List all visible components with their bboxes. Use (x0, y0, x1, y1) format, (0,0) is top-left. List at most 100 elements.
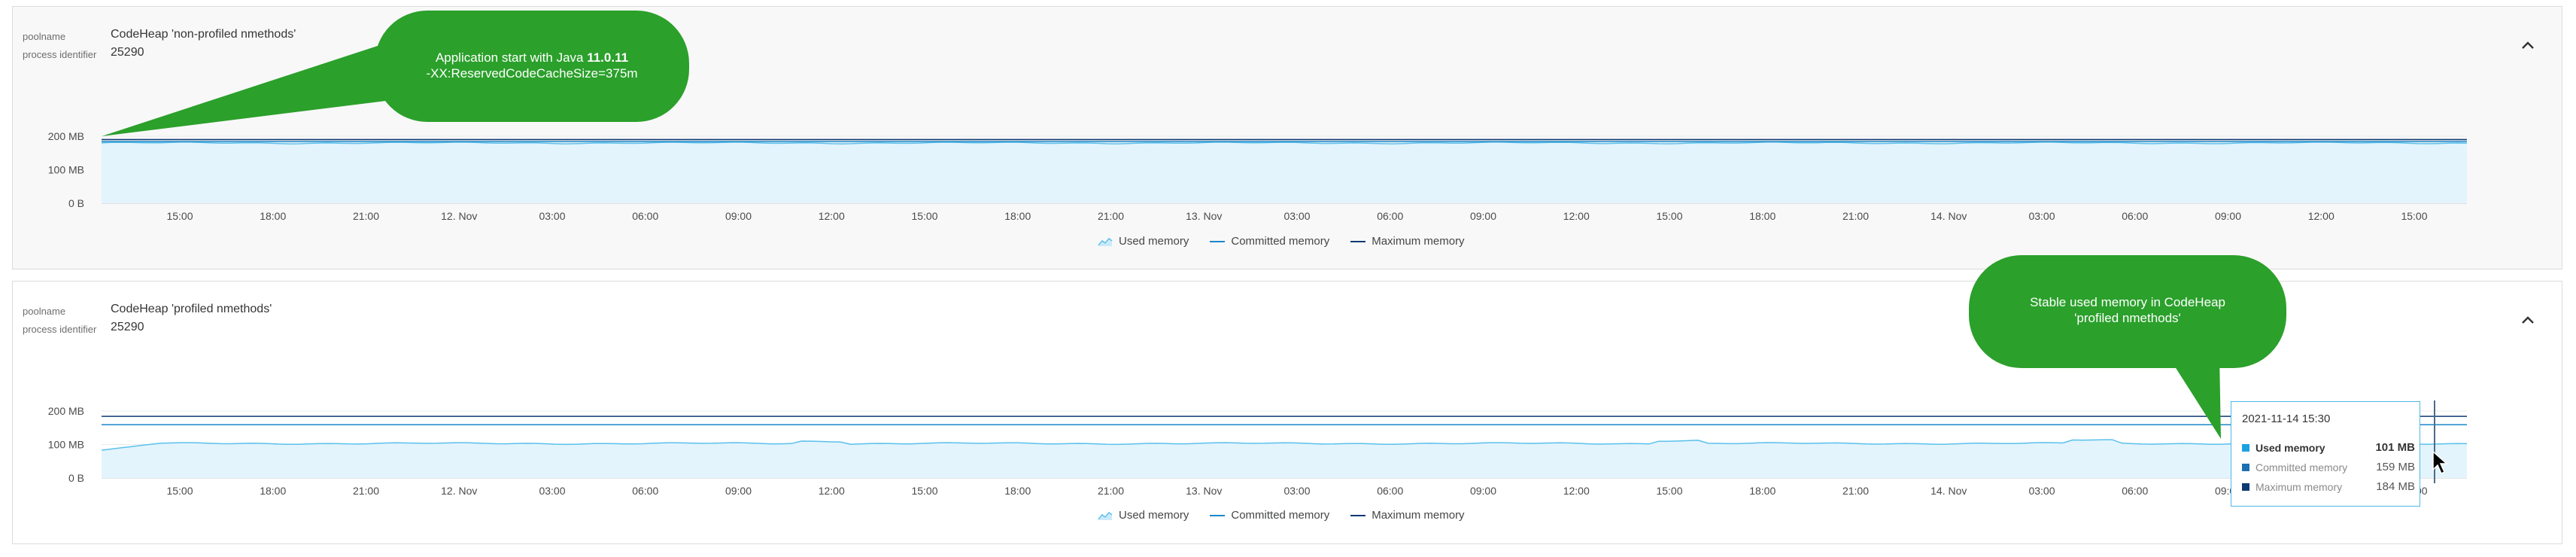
mouse-cursor-icon (2432, 450, 2448, 475)
annotation-callout-app-start: Application start with Java 11.0.11 -XX:R… (0, 0, 700, 151)
x-tick-label: 18:00 (1749, 210, 1776, 222)
y-tick-label: 200 MB (48, 130, 84, 142)
x-tick-label: 21:00 (1098, 210, 1124, 222)
used-memory-area (102, 440, 2467, 478)
poolname-value: CodeHeap 'non-profiled nmethods' (111, 28, 296, 41)
used-memory-line (101, 141, 2468, 145)
hover-crosshair (2434, 400, 2435, 483)
x-tick-label: 21:00 (1842, 210, 1869, 222)
x-tick-label: 12:00 (819, 485, 845, 497)
x-tick-label: 18:00 (1004, 485, 1031, 497)
x-tick-label: 03:00 (2028, 210, 2055, 222)
legend-committed-memory[interactable]: Committed memory (1210, 235, 1329, 248)
x-tick-label: 03:00 (539, 210, 565, 222)
x-tick-label: 18:00 (260, 210, 286, 222)
pid-value: 25290 (111, 321, 144, 333)
legend-label: Used memory (1119, 509, 1189, 522)
memory-chart-profiled[interactable]: 200 MB 100 MB 0 B 15:00 18:00 21:00 12. Nov 03:… (13, 282, 2563, 507)
x-tick-label: 03:00 (1283, 210, 1310, 222)
y-tick-label: 100 MB (48, 439, 84, 451)
tooltip-row-committed: Committed memory 159 MB (2242, 461, 2415, 473)
line-icon (1210, 514, 1226, 516)
x-tick-label: 15:00 (911, 210, 937, 222)
x-tick-label: 21:00 (1098, 485, 1124, 497)
x-tick-label: 18:00 (1004, 210, 1031, 222)
x-tick-label: 06:00 (2122, 485, 2148, 497)
legend-label: Used memory (1119, 235, 1189, 248)
x-tick-label: 18:00 (1749, 485, 1776, 497)
memory-chart-non-profiled[interactable]: 200 MB 100 MB 0 B 15:00 18:00 21:00 12. Nov 03:… (13, 7, 2563, 233)
legend-label: Committed memory (1231, 509, 1330, 522)
used-memory-area (102, 142, 2467, 203)
pid-key: process identifier (23, 49, 97, 60)
area-chart-icon (1098, 237, 1113, 246)
x-tick-label: 13. Nov (1186, 210, 1222, 222)
chart-legend: Used memory Committed memory Maximum mem… (1098, 509, 1465, 522)
used-color-swatch (2242, 443, 2249, 452)
x-tick-label: 09:00 (725, 485, 752, 497)
legend-label: Maximum memory (1372, 235, 1465, 248)
x-tick-label: 09:00 (1470, 210, 1496, 222)
x-tick-label: 03:00 (2028, 485, 2055, 497)
x-tick-label: 03:00 (539, 485, 565, 497)
callout-bubble (1969, 255, 2286, 439)
chevron-up-icon[interactable] (2520, 37, 2536, 53)
x-tick-label: 15:00 (1656, 210, 1682, 222)
x-tick-label: 15:00 (2401, 210, 2427, 222)
x-tick-label: 18:00 (260, 485, 286, 497)
legend-committed-memory[interactable]: Committed memory (1210, 509, 1329, 522)
legend-used-memory[interactable]: Used memory (1098, 509, 1189, 522)
legend-maximum-memory[interactable]: Maximum memory (1350, 235, 1465, 248)
x-tick-label: 13. Nov (1186, 485, 1222, 497)
area-chart-icon (1098, 511, 1113, 520)
poolname-key: poolname (23, 31, 66, 42)
x-tick-label: 12:00 (1563, 210, 1590, 222)
x-tick-label: 09:00 (725, 210, 752, 222)
maximum-color-swatch (2242, 482, 2249, 491)
legend-used-memory[interactable]: Used memory (1098, 235, 1189, 248)
line-icon (1350, 240, 1366, 242)
metric-panel-profiled: poolname CodeHeap 'profiled nmethods' pr… (12, 281, 2562, 544)
x-tick-label: 09:00 (2215, 210, 2241, 222)
x-tick-label: 12:00 (2308, 210, 2334, 222)
x-tick-label: 09:00 (1470, 485, 1496, 497)
annotation-callout-stable-memory: Stable used memory in CodeHeap'profiled … (1956, 248, 2295, 444)
tooltip-row-used: Used memory 101 MB (2242, 441, 2415, 454)
legend-maximum-memory[interactable]: Maximum memory (1350, 509, 1465, 522)
chevron-up-icon[interactable] (2520, 312, 2536, 328)
x-tick-label: 21:00 (1842, 485, 1869, 497)
x-tick-label: 21:00 (353, 485, 379, 497)
legend-label: Maximum memory (1372, 509, 1465, 522)
x-tick-label: 14. Nov (1930, 485, 1967, 497)
line-icon (1350, 514, 1366, 516)
x-tick-label: 15:00 (911, 485, 937, 497)
y-tick-label: 0 B (68, 472, 84, 484)
y-tick-label: 200 MB (48, 405, 84, 417)
pid-value: 25290 (111, 46, 144, 59)
y-tick-label: 0 B (68, 197, 84, 209)
tooltip-row-maximum: Maximum memory 184 MB (2242, 480, 2415, 493)
pid-key: process identifier (23, 324, 97, 335)
used-memory-line (101, 439, 2468, 451)
y-tick-label: 100 MB (48, 164, 84, 176)
x-tick-label: 12:00 (819, 210, 845, 222)
poolname-key: poolname (23, 306, 66, 317)
poolname-value: CodeHeap 'profiled nmethods' (111, 303, 272, 315)
callout-bubble (102, 11, 689, 136)
callout-text: Stable used memory in CodeHeap'profiled … (2030, 295, 2225, 325)
x-tick-label: 15:00 (166, 210, 193, 222)
x-tick-label: 06:00 (1377, 210, 1403, 222)
chart-legend: Used memory Committed memory Maximum mem… (1098, 235, 1465, 248)
tooltip-date: 2021-11-14 15:30 (2242, 412, 2331, 425)
legend-label: Committed memory (1231, 235, 1330, 248)
x-tick-label: 06:00 (632, 210, 658, 222)
line-icon (1210, 240, 1226, 242)
callout-text: Application start with Java 11.0.11 -XX:R… (426, 50, 638, 81)
x-tick-label: 12. Nov (441, 210, 477, 222)
x-tick-label: 03:00 (1283, 485, 1310, 497)
x-tick-label: 12:00 (1563, 485, 1590, 497)
x-tick-label: 06:00 (2122, 210, 2148, 222)
x-tick-label: 15:00 (166, 485, 193, 497)
x-tick-label: 06:00 (1377, 485, 1403, 497)
chart-tooltip: 2021-11-14 15:30 Used memory 101 MB Comm… (2231, 401, 2420, 507)
